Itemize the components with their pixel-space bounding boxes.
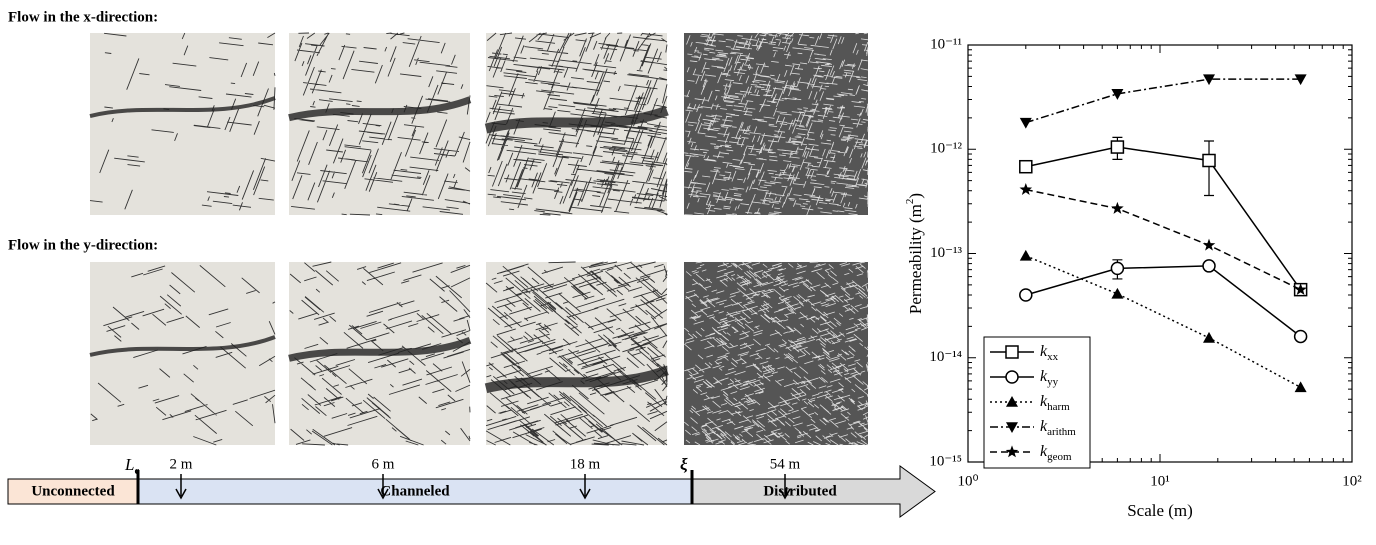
series-line	[1026, 79, 1301, 122]
row-label: Flow in the x-direction:	[8, 9, 158, 25]
x-tick-label: 10²	[1342, 473, 1362, 489]
legend-sub: harm	[1047, 401, 1070, 413]
legend-sub: geom	[1047, 451, 1072, 463]
series-line	[1026, 266, 1301, 337]
figure: Flow in the x-direction: Flow in the y-d…	[0, 0, 1376, 545]
marker	[1111, 202, 1124, 214]
x-axis-label: Scale (m)	[1127, 501, 1193, 520]
series-line	[1026, 190, 1301, 290]
regime-label: Channeled	[380, 483, 450, 499]
marker	[1111, 288, 1123, 299]
panels	[90, 33, 868, 445]
marker	[1020, 161, 1032, 173]
chart: 10⁰ 10¹ 10² 10⁻¹⁵ 10⁻¹⁴ 10⁻¹³ 10⁻¹² 10⁻¹¹ Scale …	[904, 36, 1363, 519]
marker	[1020, 289, 1032, 301]
marker	[1295, 330, 1307, 342]
scale-label: 18 m	[570, 456, 601, 472]
x-tick-label: 10⁰	[957, 473, 978, 489]
marker	[1020, 183, 1033, 195]
legend-sub: xx	[1047, 351, 1059, 363]
y-axis-label-end: )	[906, 193, 925, 199]
y-axis-label-text: Permeability (m	[906, 204, 925, 314]
legend-sub: yy	[1047, 376, 1059, 388]
marker	[1111, 262, 1123, 274]
marker	[1111, 141, 1123, 153]
marker	[1203, 154, 1215, 166]
y-tick-label: 10⁻¹¹	[930, 36, 962, 52]
regime-label: Distributed	[763, 483, 837, 499]
x-tick-label: 10¹	[1150, 473, 1170, 489]
scale-label: 2 m	[170, 456, 193, 472]
error-bar	[1204, 141, 1214, 196]
y-tick-label: 10⁻¹⁵	[929, 453, 962, 469]
marker	[1203, 332, 1215, 343]
y-axis-label: Permeability (m2)	[904, 193, 925, 314]
y-tick-label: 10⁻¹³	[930, 245, 962, 261]
row-label: Flow in the y-direction:	[8, 237, 158, 253]
threshold-label: ξ	[680, 455, 688, 474]
series-line	[1026, 147, 1301, 290]
legend-box	[984, 337, 1090, 468]
y-tick-label: 10⁻¹²	[930, 141, 962, 157]
legend-marker	[1006, 346, 1018, 358]
scale-label: 54 m	[770, 456, 801, 472]
threshold-label: Lc	[124, 455, 139, 477]
legend-marker	[1006, 371, 1018, 383]
threshold-sub: c	[134, 465, 139, 477]
fracture-image	[684, 262, 868, 445]
scale-label: 6 m	[372, 456, 395, 472]
threshold-symbol: L	[124, 455, 134, 474]
regime-label: Unconnected	[31, 483, 115, 499]
marker	[1020, 250, 1032, 261]
y-tick-label: 10⁻¹⁴	[929, 349, 962, 365]
marker	[1203, 260, 1215, 272]
legend-sub: arithm	[1047, 426, 1076, 438]
marker	[1295, 381, 1307, 392]
marker	[1020, 118, 1032, 129]
marker	[1203, 239, 1216, 251]
